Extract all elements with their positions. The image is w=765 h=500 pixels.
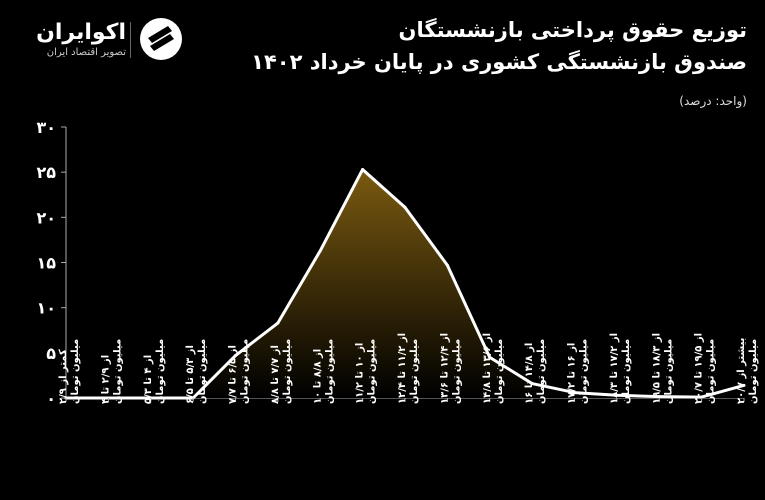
x-tick-label: از ۱۴/۸ تا ۱۶میلیون تومان bbox=[524, 339, 547, 404]
data-point bbox=[445, 263, 449, 267]
y-tick-label: ۵ bbox=[46, 344, 56, 363]
brand-tagline: تصویر اقتصاد ایران bbox=[46, 47, 126, 58]
x-tick-label: کمتر از ۲/۹میلیون تومان bbox=[58, 339, 81, 404]
data-point bbox=[530, 382, 534, 386]
x-tick-label: از ۱۸/۳ تا ۱۹/۵میلیون تومان bbox=[651, 333, 674, 404]
x-tick-label: از ۱۹/۵ تا ۲۰/۷میلیون تومان bbox=[694, 333, 717, 404]
x-tick-label: از ۶/۵ تا ۷/۷میلیون تومان bbox=[228, 339, 251, 404]
x-tick-label: از ۲/۹ تا ۴میلیون تومان bbox=[100, 339, 123, 404]
data-point bbox=[318, 249, 322, 253]
x-tick-label: از ۱۱/۲ تا ۱۲/۴میلیون تومان bbox=[397, 333, 420, 404]
x-tick-label: از ۱۷/۲ تا ۱۸/۳میلیون تومان bbox=[609, 333, 632, 404]
data-point bbox=[488, 355, 492, 359]
data-point bbox=[573, 391, 576, 395]
x-tick-label: از ۱۶ تا ۱۷/۲میلیون تومان bbox=[567, 339, 590, 404]
area-fill bbox=[66, 169, 744, 398]
x-tick-label: از ۴ تا ۵/۳میلیون تومان bbox=[143, 339, 166, 404]
x-tick-label: از ۱۲/۴ تا ۱۳/۶میلیون تومان bbox=[439, 333, 462, 404]
data-point bbox=[742, 383, 746, 387]
x-tick-label: از ۸/۸ تا ۱۰میلیون تومان bbox=[312, 339, 335, 404]
y-tick-label: ۱۵ bbox=[36, 254, 56, 273]
brand-divider bbox=[130, 22, 131, 58]
x-tick-label: بیشتر از ۲۰/۷میلیون تومان bbox=[736, 338, 759, 404]
brand-mark-icon bbox=[140, 18, 182, 60]
x-tick-label: از ۷/۷ تا ۸/۸میلیون تومان bbox=[270, 339, 293, 404]
y-tick-label: ۱۰ bbox=[36, 299, 56, 318]
y-tick-label: ۰ bbox=[46, 389, 56, 408]
unit-label: (واحد: درصد) bbox=[679, 94, 747, 108]
data-point bbox=[361, 167, 365, 171]
data-point bbox=[657, 395, 661, 399]
title-line-2: صندوق بازنشستگی کشوری در پایان خرداد ۱۴۰… bbox=[251, 50, 747, 74]
x-tick-label: از ۵/۳ تا ۶/۵میلیون تومان bbox=[185, 339, 208, 404]
y-tick-label: ۳۰ bbox=[36, 118, 56, 137]
data-point bbox=[615, 393, 619, 397]
brand-text: اکوایران تصویر اقتصاد ایران bbox=[36, 20, 126, 60]
y-tick-label: ۲۰ bbox=[36, 208, 56, 227]
chart-title: توزیع حقوق پرداختی بازنشستگان صندوق بازن… bbox=[227, 14, 747, 78]
brand-name: اکوایران bbox=[36, 20, 126, 45]
data-point bbox=[234, 354, 237, 358]
brand-logo: اکوایران تصویر اقتصاد ایران bbox=[14, 14, 189, 64]
x-tick-label: از ۱۳/۶ تا ۱۴/۸میلیون تومان bbox=[482, 333, 505, 404]
y-tick-label: ۲۵ bbox=[36, 163, 56, 182]
data-point bbox=[403, 205, 407, 209]
data-point bbox=[700, 395, 704, 399]
title-line-1: توزیع حقوق پرداختی بازنشستگان bbox=[398, 18, 747, 42]
data-point bbox=[276, 321, 280, 325]
x-tick-label: از ۱۰ تا ۱۱/۲میلیون تومان bbox=[355, 339, 378, 404]
